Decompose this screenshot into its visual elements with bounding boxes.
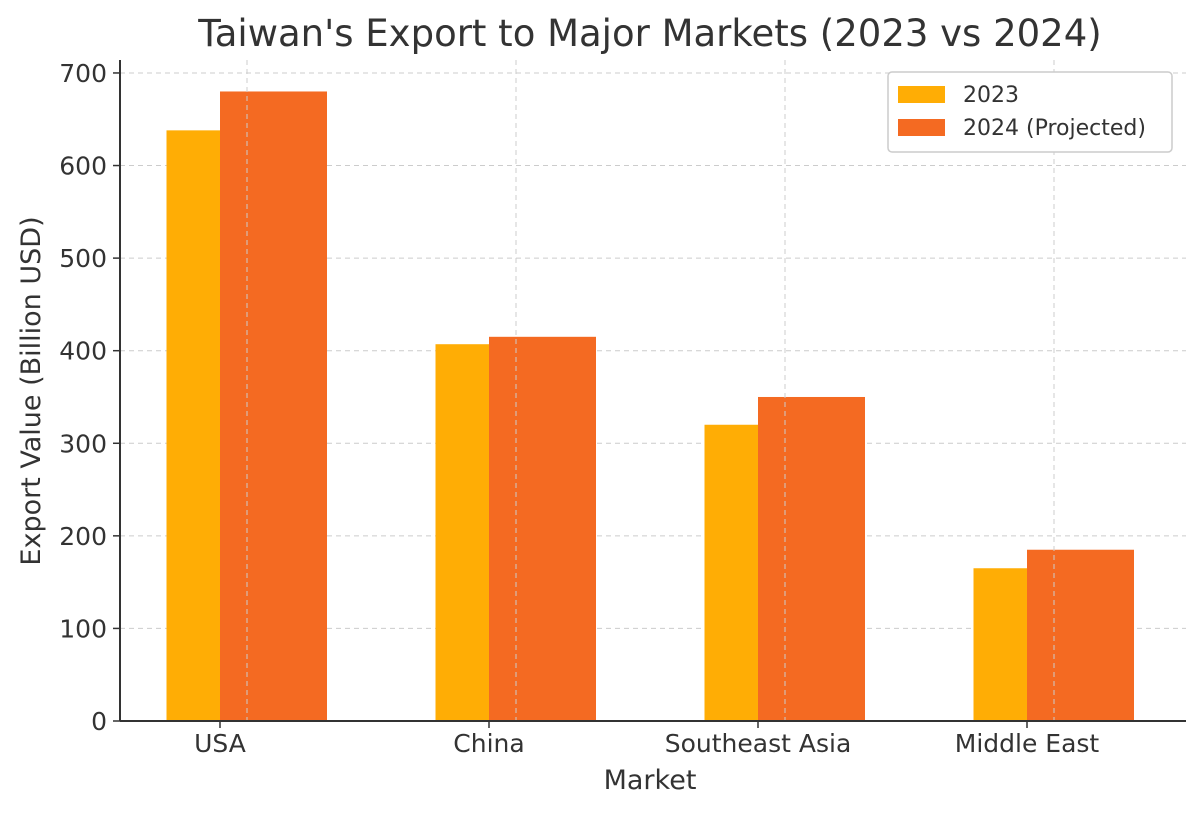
y-tick-label: 500 (59, 244, 107, 273)
y-tick-label: 700 (59, 59, 107, 88)
x-axis-label: Market (604, 765, 697, 796)
legend-label: 2024 (Projected) (963, 116, 1146, 141)
axes (113, 60, 1186, 728)
y-tick-label: 600 (59, 152, 107, 181)
legend-swatch (898, 86, 945, 103)
bars (166, 60, 1134, 722)
y-tick-labels: 0 100 200 300 400 500 600 700 (59, 59, 107, 736)
legend-box (887, 71, 1173, 153)
y-tick-label: 400 (59, 337, 107, 366)
x-tick-label: Middle East (955, 729, 1100, 758)
x-tick-labels: USA China Southeast Asia Middle East (194, 729, 1099, 758)
bar-usa-2024-projected (220, 91, 327, 721)
legend-swatch (898, 119, 945, 136)
x-tick-label: China (453, 729, 524, 758)
y-tick-label: 100 (59, 614, 107, 643)
y-axis-label: Export Value (Billion USD) (16, 216, 47, 565)
legend-label: 2023 (963, 83, 1019, 108)
bar-middle-east-2024-projected (1027, 549, 1134, 721)
y-tick-label: 300 (59, 429, 107, 458)
x-tick-label: USA (194, 729, 246, 758)
legend: 2023 2024 (Projected) (887, 71, 1173, 153)
y-tick-label: 200 (59, 522, 107, 551)
bar-southeast-asia-2024-projected (758, 396, 865, 721)
bar-china-2024-projected (489, 336, 596, 721)
y-tick-label: 0 (91, 707, 107, 736)
chart-title: Taiwan's Export to Major Markets (2023 v… (197, 12, 1101, 55)
x-tick-label: Southeast Asia (665, 729, 852, 758)
